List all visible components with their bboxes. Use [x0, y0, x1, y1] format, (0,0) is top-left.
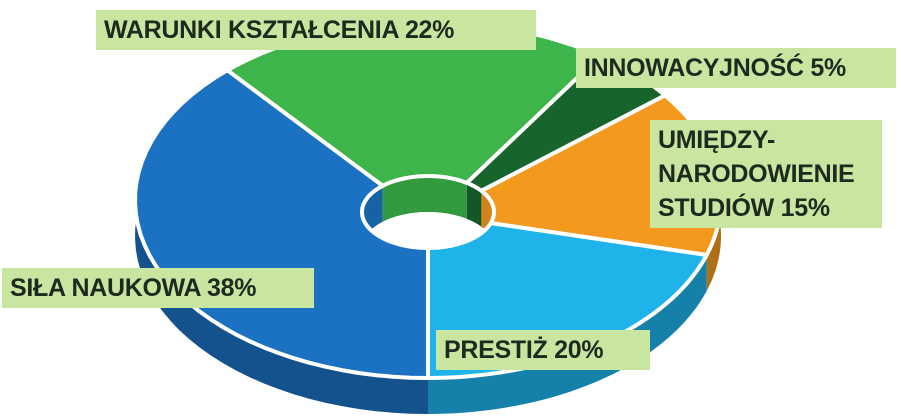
slice-label: PRESTIŻ 20%: [436, 330, 650, 370]
value-label: 22%: [404, 16, 455, 44]
value-label: 5%: [810, 54, 846, 82]
slice-label: WARUNKI KSZTAŁCENIA 22%: [96, 10, 536, 50]
slice-label: UMIĘDZY-NARODOWIENIE STUDIÓW 15%: [650, 120, 882, 228]
value-label: 20%: [554, 336, 604, 364]
slice-inner-side: [382, 176, 467, 222]
slice-label: INNOWACYJNOŚĆ 5%: [576, 48, 896, 88]
category-label: INNOWACYJNOŚĆ: [584, 54, 804, 82]
category-label: UMIĘDZY-NARODOWIENIE STUDIÓW: [658, 126, 855, 222]
value-label: 38%: [207, 274, 257, 302]
category-label: SIŁA NAUKOWA: [10, 274, 201, 302]
slice-side: [135, 70, 428, 414]
value-label: 15%: [780, 194, 830, 222]
slice-label: SIŁA NAUKOWA 38%: [2, 268, 314, 308]
category-label: WARUNKI KSZTAŁCENIA: [104, 16, 399, 44]
slice-inner-side: [466, 182, 482, 227]
category-label: PRESTIŻ: [444, 336, 548, 364]
